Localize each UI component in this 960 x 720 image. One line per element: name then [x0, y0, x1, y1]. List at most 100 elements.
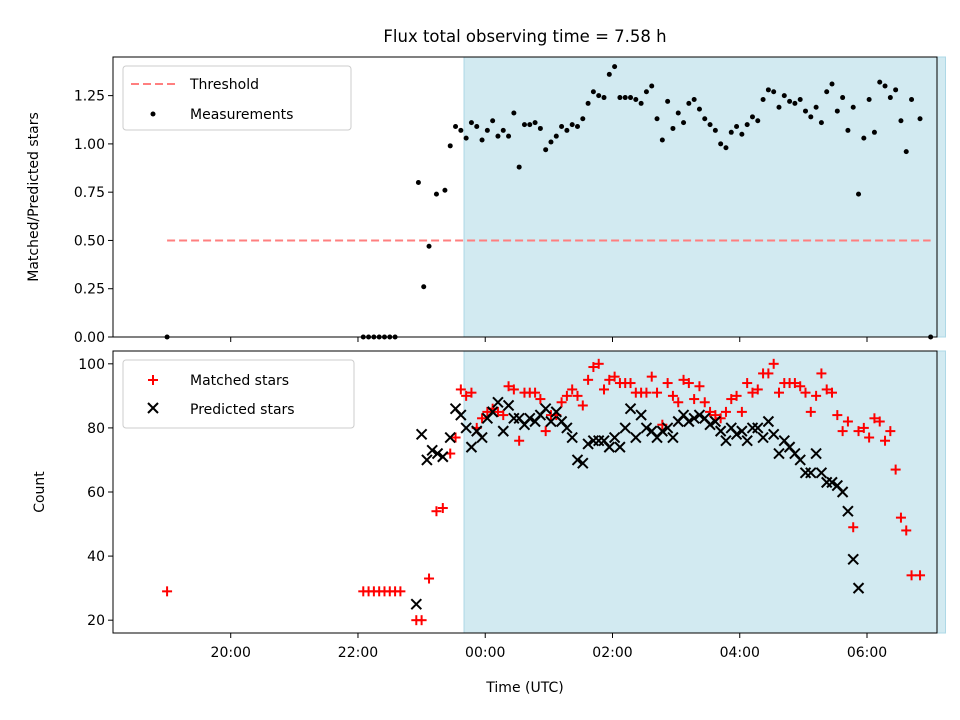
matched-star-point — [842, 416, 853, 427]
predicted-star-point — [661, 422, 674, 434]
matched-star-point — [395, 586, 406, 597]
predicted-star-point — [847, 553, 859, 566]
measurement-point — [893, 87, 899, 93]
measurement-point — [755, 118, 761, 124]
x-axis: 20:00 22:00 00:00 02:00 04:00 06:00 — [211, 633, 887, 661]
top-y-tick-label: 1.25 — [74, 89, 105, 105]
matched-star-point — [673, 397, 684, 408]
measurement-point — [760, 96, 766, 102]
predicted-star-point — [815, 467, 828, 479]
matched-star-point — [609, 371, 620, 382]
bottom-y-tick-label: 20 — [87, 613, 105, 629]
top-legend: Threshold Measurements — [122, 65, 352, 131]
top-y-axis: 0.00 0.25 0.50 0.75 1.00 1.25 — [74, 89, 113, 346]
measurement-point — [638, 100, 644, 106]
measurement-point — [917, 116, 923, 122]
measurement-point — [585, 100, 591, 106]
matched-star-point — [662, 378, 673, 389]
predicted-star-point — [842, 505, 854, 517]
matched-star-point — [667, 390, 678, 401]
matched-star-point — [583, 374, 594, 385]
matched-star-point — [816, 368, 827, 379]
measurement-point — [612, 64, 618, 70]
measurement-point — [681, 120, 687, 126]
matched-star-point — [789, 378, 800, 389]
top-y-tick-label: 0.25 — [74, 282, 105, 298]
matched-star-point — [604, 374, 615, 385]
predicted-star-point — [720, 435, 732, 447]
predicted-star-point — [437, 451, 449, 463]
predicted-star-point — [667, 431, 679, 444]
measurement-point — [643, 89, 649, 95]
measurement-point — [887, 95, 893, 101]
matched-legend-swatch — [148, 375, 158, 385]
predicted-star-point — [810, 447, 822, 460]
matched-star-point — [652, 387, 663, 398]
matched-star-point — [832, 410, 843, 421]
measurement-point — [856, 191, 862, 197]
matched-star-point — [503, 381, 514, 392]
chart-title: Flux total observing time = 7.58 h — [383, 27, 666, 46]
predicted-star-point — [773, 447, 785, 460]
matched-star-point — [901, 525, 912, 536]
measurement-point — [824, 89, 830, 95]
measurement-point — [500, 127, 506, 133]
matched-star-point — [705, 406, 716, 417]
predicted-star-point — [704, 418, 716, 431]
matched-legend-marker — [148, 375, 158, 385]
matched-star-point — [736, 406, 747, 417]
matched-star-point — [710, 410, 721, 421]
predicted-star-point — [486, 406, 499, 418]
predicted-star-point — [794, 454, 806, 466]
measurement-point — [665, 98, 671, 104]
predicted-legend-swatch — [147, 402, 159, 414]
matched-star-point — [556, 397, 567, 408]
matched-star-point — [747, 387, 758, 398]
matched-star-point — [678, 374, 689, 385]
measurement-point — [484, 127, 490, 133]
measurement-point — [691, 96, 697, 102]
measurement-point — [707, 122, 713, 128]
x-tick-label: 00:00 — [465, 645, 505, 661]
matched-star-point — [450, 432, 461, 443]
predicted-star-point — [497, 425, 509, 437]
measurement-point — [442, 187, 448, 193]
matched-star-point — [699, 397, 710, 408]
measurement-point — [447, 143, 453, 149]
matched-star-point — [858, 422, 869, 433]
measurement-point — [840, 95, 846, 101]
predicted-star-point — [410, 598, 423, 610]
measurement-point — [771, 89, 777, 95]
matched-star-point — [455, 384, 466, 395]
bottom-panel: 20 40 60 80 100 20:00 22:00 00:00 02:00 04:00 06:… — [32, 350, 946, 696]
matched-star-point — [869, 413, 880, 424]
measurement-point — [723, 145, 729, 151]
top-observing-band — [463, 56, 946, 338]
top-legend-box — [122, 65, 352, 131]
predicted-star-point — [431, 447, 444, 460]
x-tick-label: 02:00 — [592, 645, 632, 661]
measurement-point — [739, 131, 745, 137]
measurement-point — [797, 96, 803, 102]
matched-star-point — [683, 378, 694, 389]
measurement-point — [670, 125, 676, 131]
matched-star-point — [561, 390, 572, 401]
measurement-point — [866, 96, 872, 102]
measurement-point — [696, 106, 702, 112]
predicted-star-point — [492, 396, 504, 408]
measurement-point — [659, 137, 665, 143]
matched-star-point — [508, 384, 519, 395]
predicted-star-point — [688, 412, 700, 425]
matched-star-point — [885, 426, 896, 437]
measurement-point — [590, 89, 596, 95]
measurement-point — [537, 125, 543, 131]
matched-star-point — [514, 435, 525, 446]
matched-star-point — [625, 378, 636, 389]
measurement-point — [712, 127, 718, 133]
predicted-star-point — [714, 425, 727, 437]
measurement-point — [468, 120, 474, 126]
measurement-point — [433, 191, 439, 197]
bottom-markers — [162, 358, 926, 626]
predicted-star-point — [571, 454, 584, 466]
